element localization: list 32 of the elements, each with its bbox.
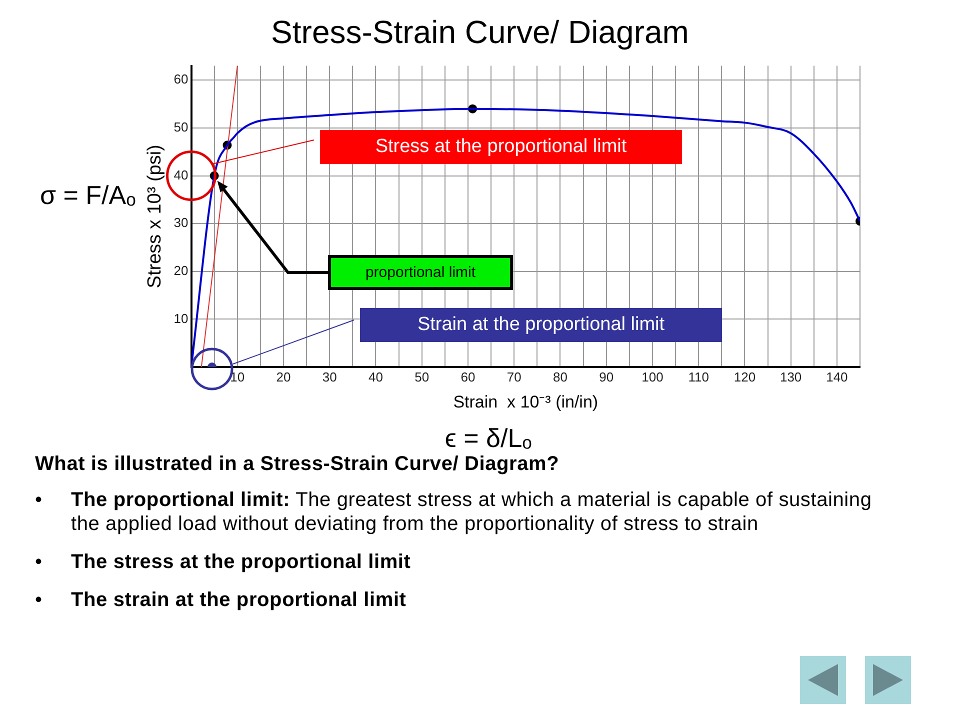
x-tick-label: 100 [642,369,664,384]
chart-title: Stress-Strain Curve/ Diagram [270,14,690,51]
text: • The proportional limit: The greatest stress at which a material is capable of sustaining the applied load without deviating from the proportionality of stress to strain [35,489,872,535]
text: • The strain at the proportional limit [35,589,406,611]
y-tick-label: 60 [174,72,188,87]
callout-box: Stress at the proportional limit [320,130,682,164]
x-tick-label: 110 [688,369,709,384]
x-tick-label: 40 [368,369,383,384]
x-tick-label: 50 [414,369,430,384]
text: σ = F/Aₒ [40,180,136,211]
x-tick-label: 30 [322,369,337,384]
y-tick-label: 40 [174,167,188,182]
x-tick-label: 70 [506,369,522,384]
x-tick-label: 20 [276,369,291,384]
callout-box: Strain at the proportional limit [360,308,722,342]
x-tick-label: 120 [734,369,756,384]
x-tick-label: 60 [460,369,476,384]
y-axis-title: Stress x 10³ (psi) [144,144,166,288]
x-tick-label: 140 [826,369,848,384]
text: • The stress at the proportional limit [35,551,411,573]
y-tick-label: 20 [174,262,188,278]
x-tick-label: 130 [780,369,802,384]
text: ϵ = δ/Lₒ [444,423,532,454]
y-tick-label: 50 [174,120,188,135]
callout-box: proportional limit [328,255,513,290]
x-tick-label: 10 [230,369,245,384]
x-tick-label: 90 [599,369,614,384]
x-axis-title: Strain x 10⁻³ (in/in) [453,392,598,412]
y-tick-label: 30 [174,215,188,230]
x-tick-label: 80 [552,369,568,384]
text: What is illustrated in a Stress-Strain Curve/ Diagram? [35,452,560,476]
y-tick-label: 10 [174,310,188,326]
